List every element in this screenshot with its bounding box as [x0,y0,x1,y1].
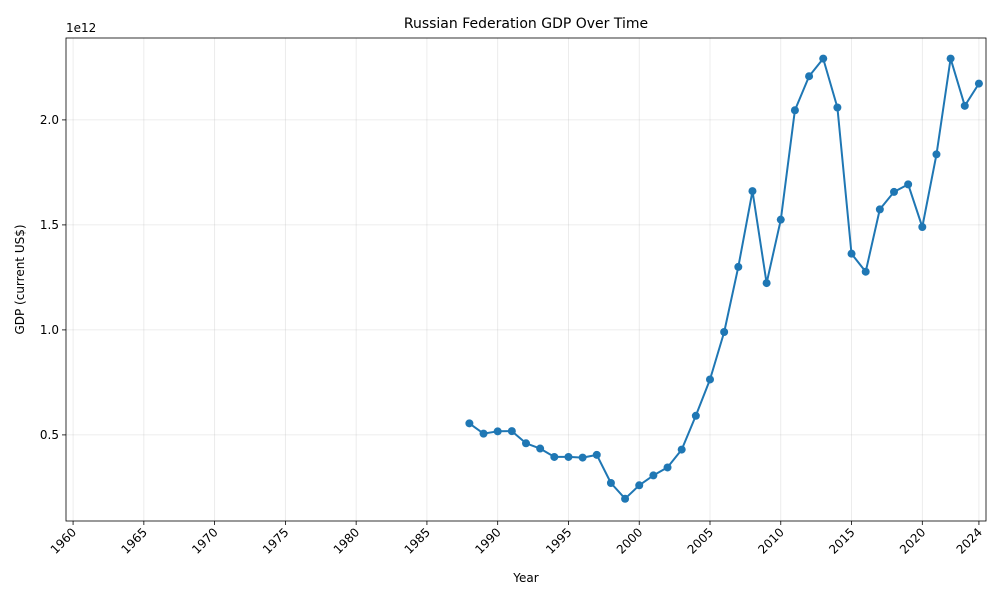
data-point [550,452,559,461]
x-tick-label: 2020 [897,525,928,556]
data-point [465,419,474,428]
data-point [677,445,686,454]
chart-title: Russian Federation GDP Over Time [404,16,648,32]
data-point [748,187,757,196]
data-point [493,427,502,436]
data-point [706,375,714,384]
data-point [960,101,969,110]
data-point [522,439,530,448]
y-tick-label: 0.5 [40,428,59,442]
x-tick-label: 1960 [48,525,79,556]
x-tick-label: 1970 [189,525,220,556]
x-tick-label: 1965 [118,525,149,556]
series-layer [465,54,983,503]
x-tick-label: 1985 [402,525,433,556]
data-point [974,79,983,88]
data-point [932,150,941,159]
series-line [468,57,980,500]
x-tick-label: 2015 [826,525,857,556]
data-point [536,444,545,453]
data-point [762,279,771,288]
data-point [790,106,799,115]
y-tick-label: 1.0 [40,323,59,337]
data-point [564,452,573,461]
x-tick-label: 2010 [755,525,786,556]
data-point [606,478,615,487]
data-point [734,262,743,271]
data-point [861,267,870,276]
plot-frame [65,37,987,522]
x-tick-label: 2024 [954,525,985,556]
data-point [776,215,785,224]
x-tick-label: 2005 [685,525,716,556]
y-tick-label: 1.5 [40,218,59,232]
data-point [805,72,814,81]
x-tick-label: 1980 [331,525,362,556]
x-axis-label: Year [512,571,538,585]
data-point [635,481,644,490]
data-point [621,494,630,503]
x-tick-label: 2000 [614,525,645,556]
grid-layer [66,38,986,521]
data-point [578,453,587,462]
data-point [649,471,658,480]
data-point [833,103,842,112]
x-axis-ticks: 1960 1965 1970 1975 1980 1985 1990 1995 2000 2005… [48,521,985,557]
y-axis-label: GDP (current US$) [13,224,27,334]
data-point [946,54,955,63]
data-point [890,187,898,196]
y-axis-offset-label: 1e12 [66,21,96,35]
y-tick-label: 2.0 [40,113,59,127]
y-axis-ticks: 0.5 1.0 1.5 2.0 [40,113,66,442]
data-point [720,328,729,336]
data-point [507,427,516,436]
data-point [691,411,700,420]
x-tick-label: 1995 [543,525,574,556]
data-point [904,180,913,189]
data-point [479,429,488,438]
data-point [592,450,601,459]
data-point [875,205,884,214]
x-tick-label: 1975 [260,525,291,556]
data-point [918,223,927,231]
data-point [819,54,828,63]
data-point [847,249,856,258]
data-point [663,463,672,472]
x-tick-label: 1990 [472,525,503,556]
